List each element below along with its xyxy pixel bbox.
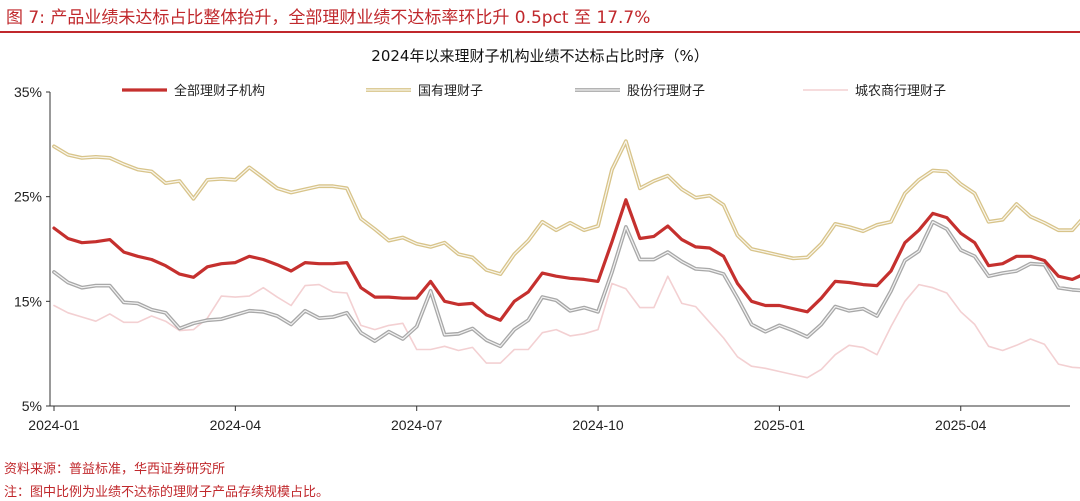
- source-note: 资料来源：普益标准，华西证券研究所: [4, 462, 226, 477]
- x-tick-label: 2025-01: [754, 417, 806, 433]
- x-tick-label: 2024-10: [572, 417, 624, 433]
- x-tick-label: 2024-04: [210, 417, 262, 433]
- series-line-outline-joint: [52, 219, 1080, 349]
- x-tick-label: 2025-04: [935, 417, 987, 433]
- y-tick-label: 15%: [14, 293, 42, 309]
- footnote: 注：图中比例为业绩不达标的理财子产品存续规模占比。: [4, 485, 330, 500]
- x-tick-label: 2024-07: [391, 417, 443, 433]
- series-line-outline-state: [52, 139, 1080, 277]
- series-line-inner-state: [53, 140, 1080, 275]
- series-line-all: [52, 198, 1080, 322]
- series-line-rural: [53, 275, 1080, 379]
- legend-label: 国有理财子: [418, 84, 483, 99]
- series-line-inner-joint: [53, 221, 1080, 347]
- legend-label: 全部理财子机构: [174, 83, 265, 99]
- y-tick-label: 25%: [14, 189, 42, 205]
- title-rule: [0, 31, 1080, 33]
- y-tick-label: 5%: [22, 398, 42, 414]
- y-tick-label: 35%: [14, 84, 42, 100]
- x-tick-label: 2024-01: [28, 417, 80, 433]
- chart-title: 2024年以来理财子机构业绩不达标占比时序（%）: [371, 47, 709, 65]
- legend-label: 城农商行理财子: [855, 84, 946, 99]
- legend-label: 股份行理财子: [627, 84, 705, 99]
- figure-title: 图 7: 产品业绩未达标占比整体抬升，全部理财业绩不达标率环比升 0.5pct …: [6, 8, 651, 28]
